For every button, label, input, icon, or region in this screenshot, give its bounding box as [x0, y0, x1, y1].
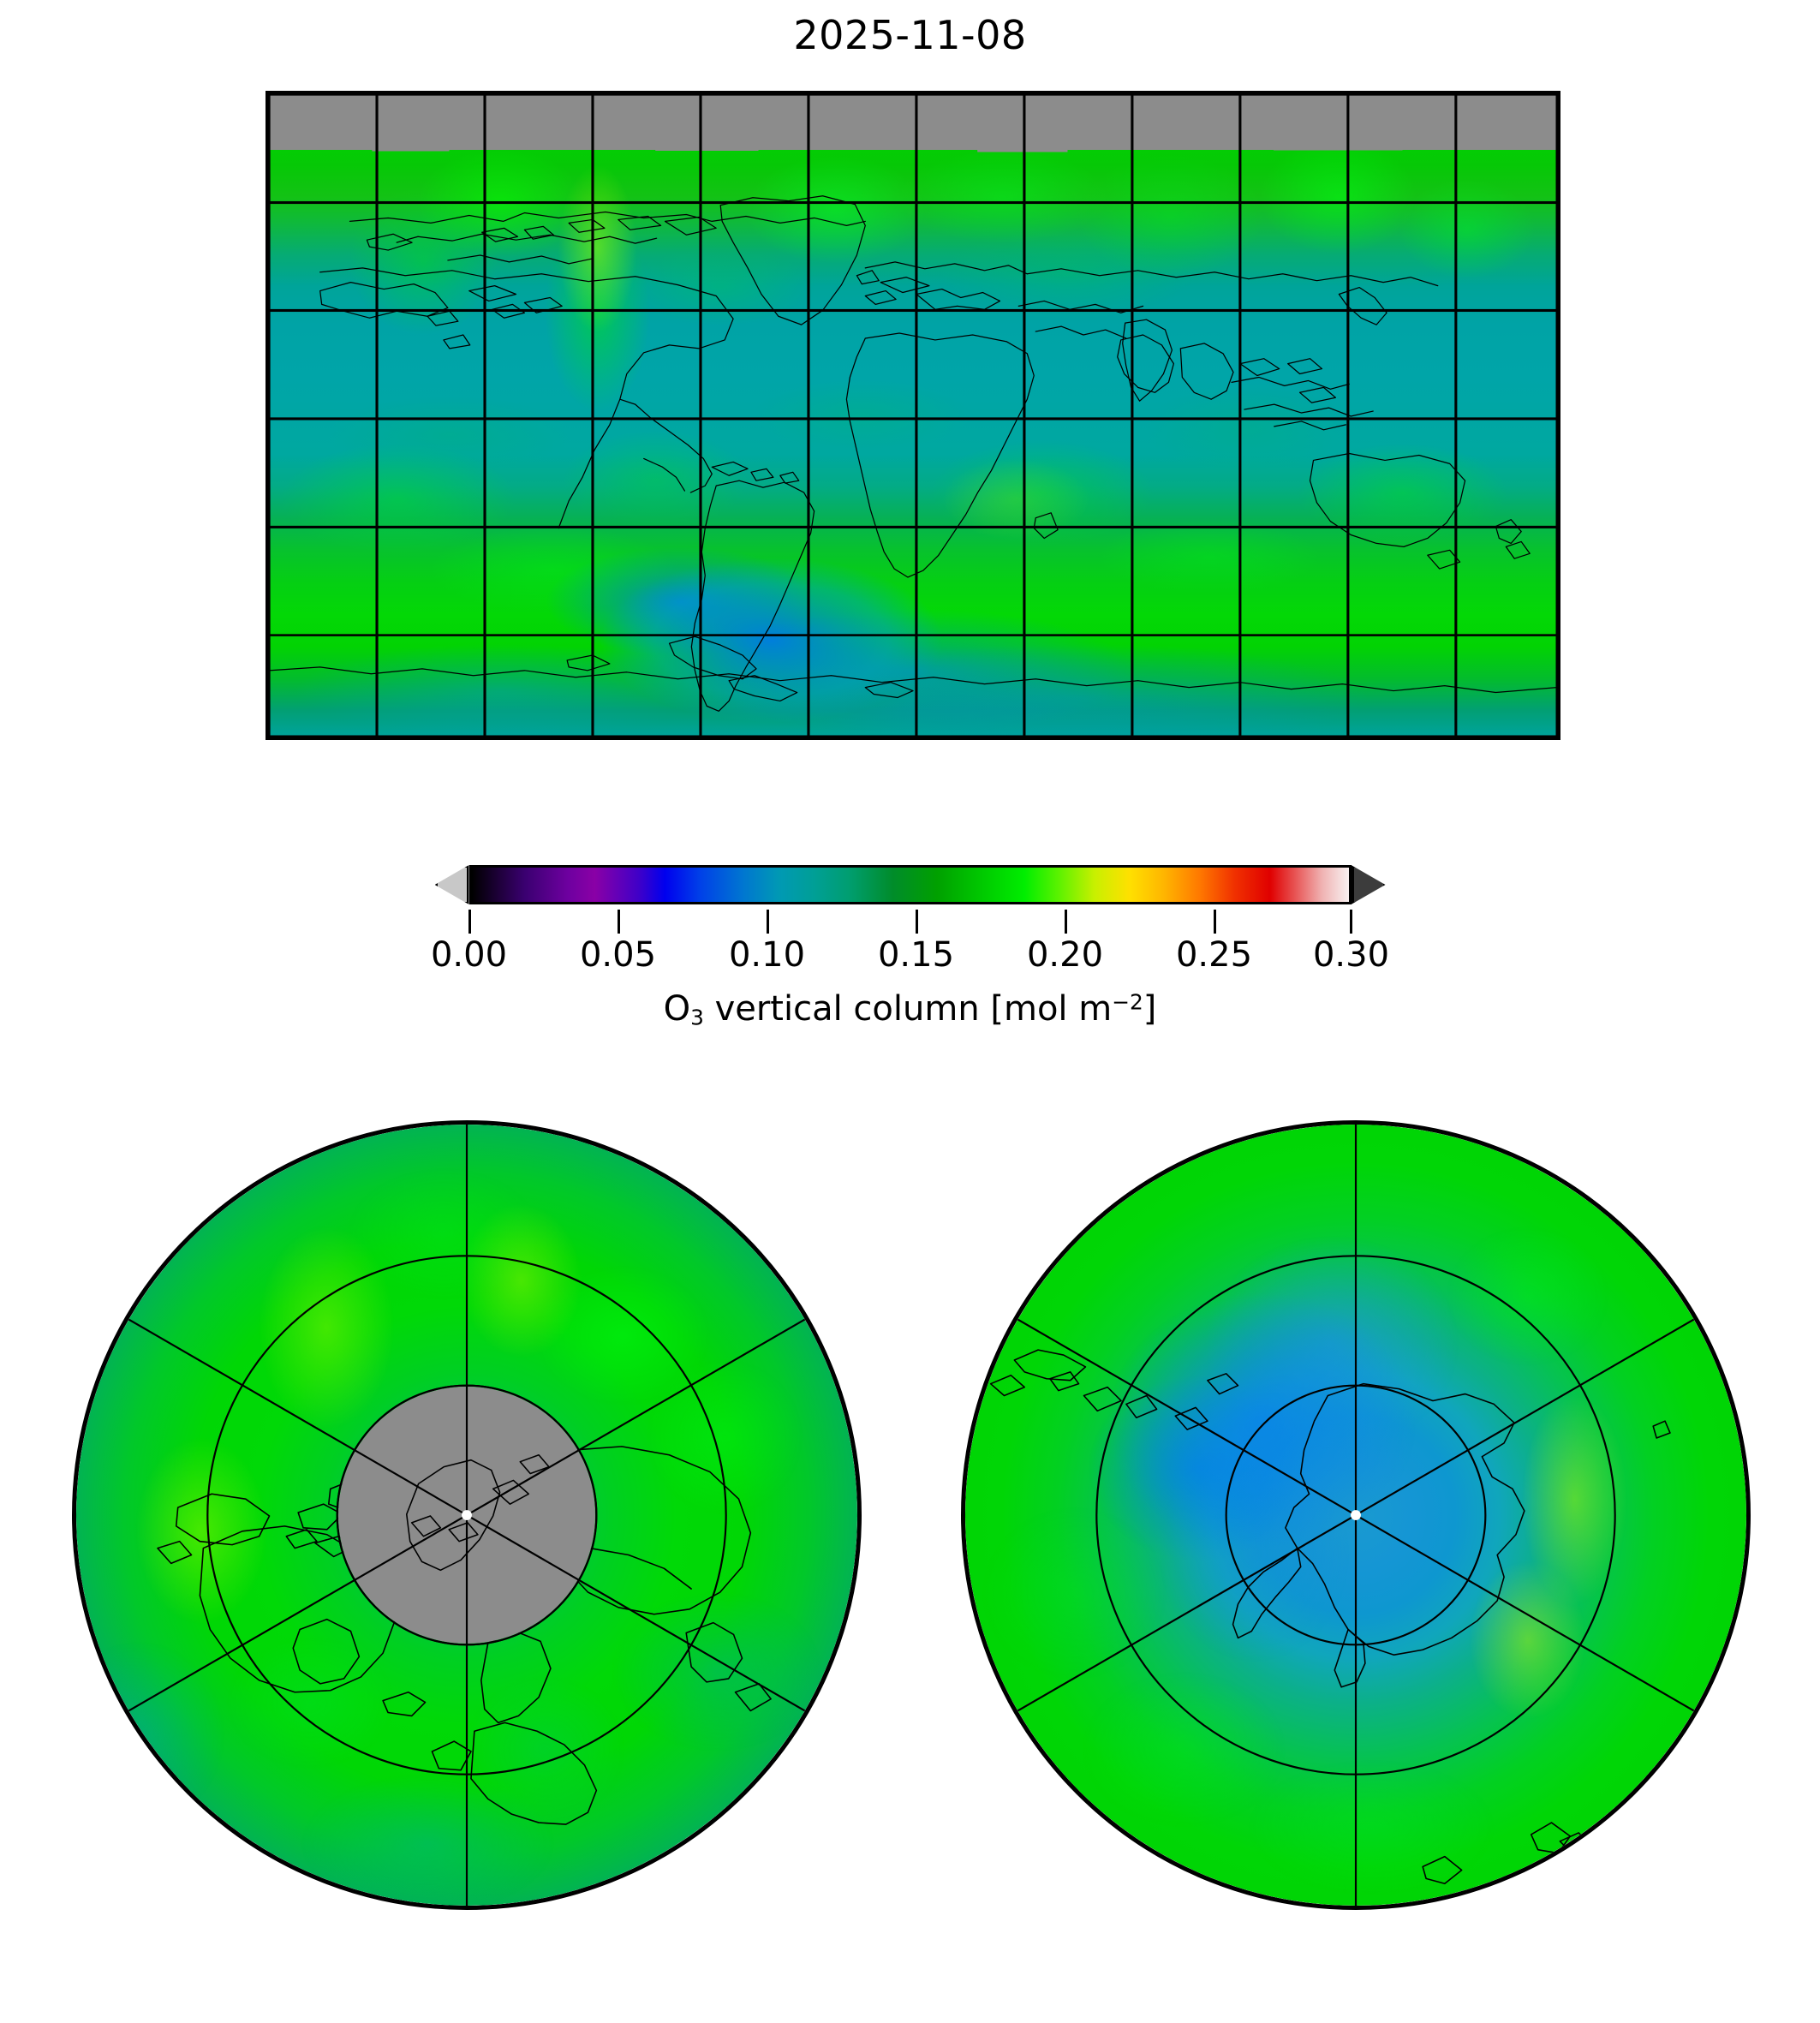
colorbar-tick-label: 0.25 — [1175, 935, 1253, 975]
north-polar-graticule — [76, 1125, 857, 1906]
colorbar-over-arrow — [1351, 865, 1386, 904]
north-polar-plot[interactable] — [72, 1120, 862, 1910]
colorbar-tick-label: 0.05 — [579, 935, 657, 975]
colorbar-tick-label: 0.00 — [430, 935, 508, 975]
colorbar-tick-label: 0.30 — [1312, 935, 1390, 975]
colorbar-tick-label: 0.15 — [877, 935, 955, 975]
global-map-graticule — [269, 94, 1557, 737]
colorbar-axis-label-subscript: 3 — [690, 1005, 704, 1030]
colorbar-axis-label: O3 vertical column [mol m−2] — [0, 989, 1820, 1029]
south-polar-coastlines — [965, 1125, 1746, 1906]
colorbar-axis-label-suffix: ] — [1143, 989, 1157, 1029]
south-polar-plot[interactable] — [961, 1120, 1751, 1910]
colorbar-axis-label-middle: vertical column [mol m — [703, 989, 1113, 1029]
colorbar-axis-label-superscript: −2 — [1112, 989, 1143, 1015]
colorbar[interactable] — [0, 863, 1820, 906]
south-pole-marker — [1351, 1510, 1361, 1520]
colorbar-ticks — [435, 910, 1386, 935]
colorbar-under-arrow — [434, 865, 469, 904]
colorbar-tick-label: 0.10 — [728, 935, 806, 975]
global-map-panel[interactable] — [266, 91, 1560, 740]
colorbar-axis-label-prefix: O — [663, 989, 691, 1029]
page-title: 2025-11-08 — [793, 12, 1027, 58]
colorbar-tick-label: 0.20 — [1026, 935, 1104, 975]
colorbar-tick-labels: 0.00 0.05 0.10 0.15 0.20 0.25 0.30 — [431, 934, 1390, 980]
colorbar-gradient — [468, 865, 1352, 904]
